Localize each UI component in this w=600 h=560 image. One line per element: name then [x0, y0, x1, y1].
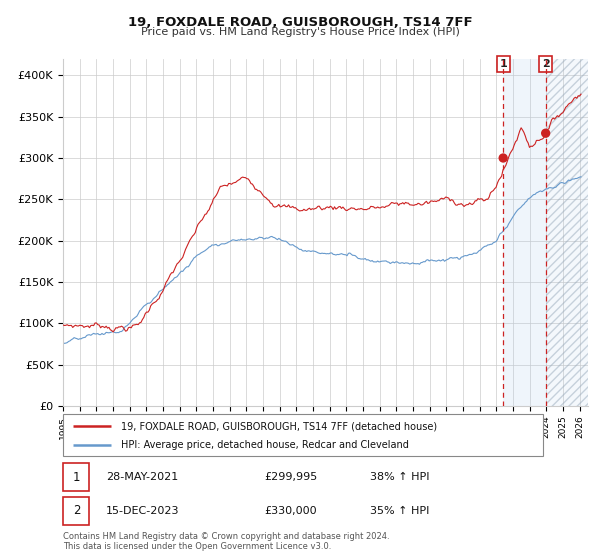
Point — [499, 153, 508, 162]
Text: 1: 1 — [73, 470, 80, 484]
Text: HPI: Average price, detached house, Redcar and Cleveland: HPI: Average price, detached house, Redc… — [121, 440, 409, 450]
Text: 19, FOXDALE ROAD, GUISBOROUGH, TS14 7FF: 19, FOXDALE ROAD, GUISBOROUGH, TS14 7FF — [128, 16, 472, 29]
Text: 1: 1 — [499, 59, 507, 69]
FancyBboxPatch shape — [63, 463, 89, 491]
Text: 19, FOXDALE ROAD, GUISBOROUGH, TS14 7FF (detached house): 19, FOXDALE ROAD, GUISBOROUGH, TS14 7FF … — [121, 421, 437, 431]
Text: 28-MAY-2021: 28-MAY-2021 — [106, 472, 178, 482]
Text: 15-DEC-2023: 15-DEC-2023 — [106, 506, 180, 516]
Text: Contains HM Land Registry data © Crown copyright and database right 2024.
This d: Contains HM Land Registry data © Crown c… — [63, 532, 389, 552]
Text: 2: 2 — [542, 59, 550, 69]
Point — [541, 129, 550, 138]
Bar — [503, 59, 545, 406]
Bar — [545, 59, 588, 406]
FancyBboxPatch shape — [63, 497, 89, 525]
Text: 35% ↑ HPI: 35% ↑ HPI — [370, 506, 430, 516]
Bar — [545, 59, 588, 406]
Text: £330,000: £330,000 — [265, 506, 317, 516]
Text: £299,995: £299,995 — [265, 472, 318, 482]
Text: 2: 2 — [73, 504, 80, 517]
FancyBboxPatch shape — [63, 414, 543, 456]
Text: 38% ↑ HPI: 38% ↑ HPI — [370, 472, 430, 482]
Text: Price paid vs. HM Land Registry's House Price Index (HPI): Price paid vs. HM Land Registry's House … — [140, 27, 460, 37]
